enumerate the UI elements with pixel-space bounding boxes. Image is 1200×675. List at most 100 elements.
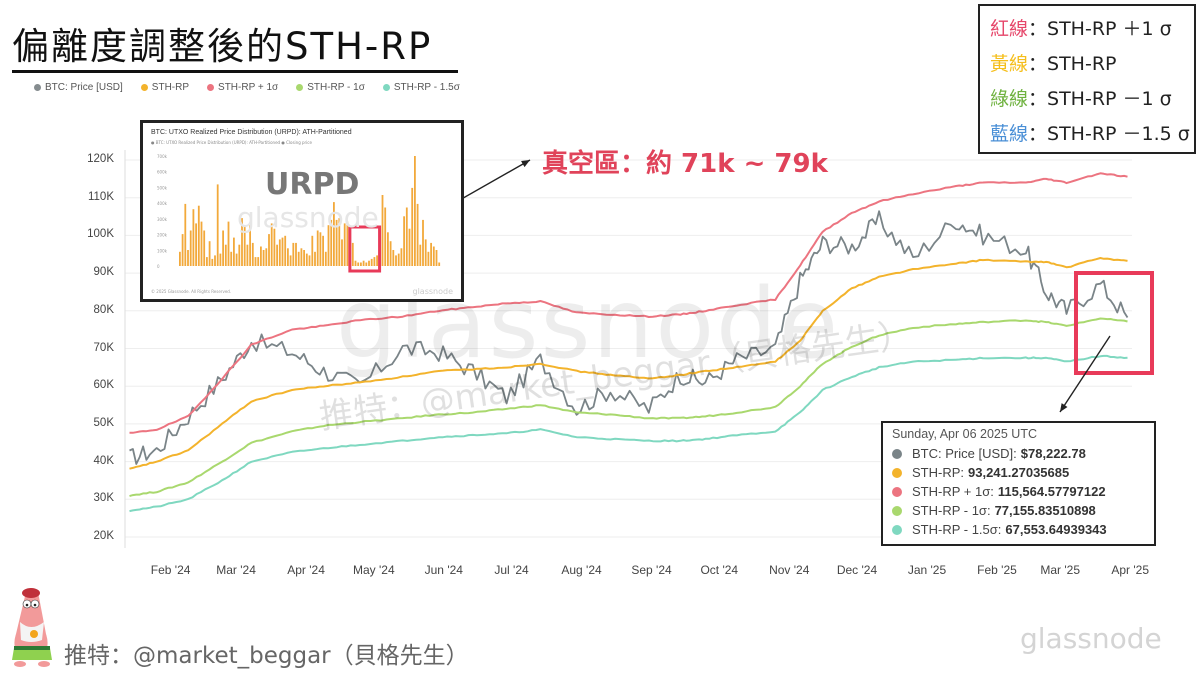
- urpd-bar: [249, 225, 251, 266]
- urpd-bar: [206, 257, 208, 266]
- urpd-bar: [411, 187, 414, 266]
- legend-label: STH-RP + 1σ: [218, 82, 279, 93]
- key-description: ：STH-RP －1 σ: [1028, 88, 1172, 110]
- series-dot-icon: [892, 467, 902, 478]
- urpd-bar: [287, 248, 289, 266]
- author-credit: 推特：@market_beggar（貝格先生）: [64, 643, 469, 669]
- y-tick-label: 50K: [93, 416, 114, 429]
- urpd-bar: [416, 203, 419, 266]
- urpd-bar: [233, 237, 235, 266]
- legend-item[interactable]: STH-RP + 1σ: [207, 82, 278, 93]
- urpd-bar: [222, 230, 224, 266]
- urpd-bar: [224, 244, 227, 266]
- y-tick-label: 70K: [93, 341, 114, 354]
- urpd-bar: [192, 209, 195, 266]
- urpd-bar: [278, 239, 281, 266]
- legend-label: STH-RP - 1σ: [307, 82, 365, 93]
- tooltip-value: 93,241.27035685: [968, 465, 1070, 480]
- data-tooltip: Sunday, Apr 06 2025 UTC BTC: Price [USD]…: [881, 421, 1156, 546]
- x-tick-label: Aug '24: [561, 563, 602, 577]
- urpd-bar: [392, 250, 395, 266]
- urpd-bar: [200, 221, 203, 266]
- urpd-bar: [179, 251, 181, 266]
- urpd-bar: [397, 253, 400, 266]
- urpd-bar: [422, 219, 424, 266]
- urpd-bar: [351, 242, 354, 266]
- inset-y-tick: 600k: [157, 170, 168, 175]
- urpd-bar: [314, 251, 316, 266]
- arrow-head-icon: [1060, 403, 1068, 412]
- urpd-bar: [427, 251, 430, 266]
- urpd-bar: [316, 230, 319, 266]
- urpd-bar: [216, 184, 219, 266]
- urpd-bar: [211, 258, 214, 266]
- y-tick-label: 90K: [93, 266, 114, 279]
- legend-item[interactable]: STH-RP - 1σ: [296, 82, 365, 93]
- urpd-bar: [208, 241, 211, 266]
- urpd-bar: [214, 255, 216, 266]
- series-dot-icon: [892, 486, 902, 497]
- y-tick-label: 110K: [87, 190, 114, 203]
- legend-item[interactable]: STH-RP - 1.5σ: [382, 82, 460, 93]
- urpd-bar: [354, 260, 357, 266]
- urpd-bar: [400, 248, 403, 266]
- y-tick-label: 80K: [93, 303, 114, 316]
- urpd-bar: [346, 221, 349, 266]
- legend-item[interactable]: STH-RP: [140, 82, 189, 93]
- tooltip-row: STH-RP + 1σ: 115,564.57797122: [892, 482, 1145, 501]
- urpd-bar: [432, 246, 435, 266]
- tooltip-label: BTC: Price [USD]:: [912, 446, 1017, 461]
- x-tick-label: Mar '24: [216, 563, 256, 577]
- key-color-name: 綠線: [990, 88, 1029, 110]
- urpd-bar: [322, 235, 324, 266]
- tooltip-value: 67,553.64939343: [1005, 522, 1107, 537]
- x-tick-label: Jul '24: [494, 563, 529, 577]
- key-color-name: 黃線: [990, 53, 1029, 75]
- urpd-bar: [303, 250, 305, 266]
- urpd-bar: [273, 228, 276, 266]
- urpd-bar: [251, 242, 254, 266]
- chart-legend: BTC: Price [USD] STH-RP STH-RP + 1σ STH-RP …: [34, 82, 460, 93]
- urpd-bar: [395, 255, 397, 266]
- urpd-bar: [297, 251, 300, 266]
- key-row: 綠線：STH-RP －1 σ: [990, 82, 1184, 117]
- urpd-bar: [335, 219, 338, 266]
- urpd-bar: [389, 241, 392, 266]
- legend-dot-icon: [207, 84, 215, 91]
- urpd-bar: [430, 242, 432, 266]
- glassnode-logo: glassnode: [1020, 622, 1162, 655]
- tooltip-label: STH-RP + 1σ:: [912, 484, 994, 499]
- tooltip-value: 115,564.57797122: [997, 484, 1106, 499]
- x-tick-label: Feb '25: [977, 563, 1017, 577]
- inset-y-tick: 700k: [157, 154, 168, 159]
- legend-label: STH-RP - 1.5σ: [393, 82, 460, 93]
- x-tick-label: Feb '24: [150, 563, 191, 577]
- legend-item[interactable]: BTC: Price [USD]: [34, 82, 123, 93]
- series-dot-icon: [892, 524, 902, 535]
- urpd-bar: [343, 223, 346, 266]
- urpd-bar: [187, 250, 189, 266]
- urpd-bar: [219, 253, 222, 266]
- urpd-bar: [184, 203, 187, 266]
- series-line: [129, 210, 1129, 465]
- urpd-bar: [203, 230, 206, 266]
- urpd-bar: [333, 202, 335, 266]
- inset-y-tick: 400k: [157, 201, 168, 206]
- urpd-inset-chart: BTC: UTXO Realized Price Distribution (U…: [140, 120, 464, 302]
- urpd-bar: [327, 225, 330, 266]
- y-tick-label: 40K: [93, 454, 114, 467]
- urpd-bar: [284, 235, 287, 266]
- urpd-bar: [265, 248, 268, 266]
- key-description: ：STH-RP －1.5 σ: [1028, 123, 1190, 145]
- urpd-bar: [408, 228, 411, 266]
- inset-watermark: glassnode: [237, 201, 379, 234]
- urpd-bar: [308, 255, 311, 266]
- key-description: ：STH-RP: [1028, 53, 1117, 75]
- urpd-bar: [338, 218, 341, 266]
- urpd-bar: [319, 232, 322, 266]
- urpd-bar: [254, 257, 257, 266]
- y-tick-label: 120K: [87, 153, 114, 165]
- urpd-bar: [276, 244, 278, 266]
- urpd-bar: [387, 232, 389, 266]
- tooltip-row: STH-RP - 1.5σ: 67,553.64939343: [892, 520, 1145, 539]
